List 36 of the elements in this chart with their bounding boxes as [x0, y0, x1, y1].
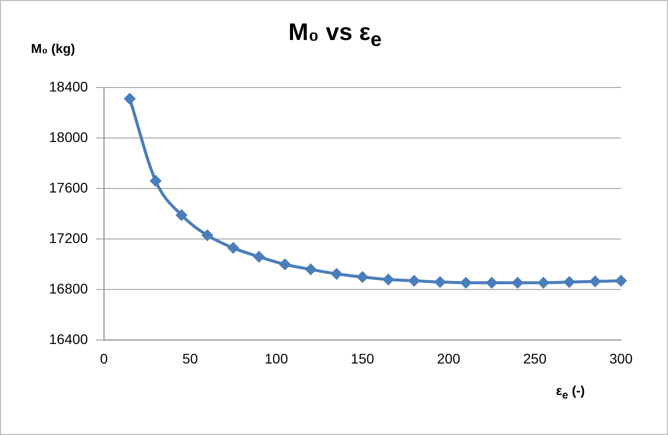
y-tick-label: 17200: [48, 230, 88, 246]
y-tick-label: 16400: [48, 331, 88, 348]
point: [330, 268, 343, 280]
y-axis-title: M₀ (kg): [31, 41, 76, 56]
point: [615, 274, 627, 287]
chart-title: M₀ vs ε$_{e}$: [288, 19, 382, 51]
point: [253, 250, 266, 263]
point: [227, 242, 240, 254]
y-tick-label: 18400: [48, 78, 88, 94]
point: [382, 274, 394, 286]
y-tick-label: 18000: [48, 128, 88, 145]
point: [486, 276, 498, 289]
y-tick-label: 17600: [48, 179, 88, 196]
point: [512, 276, 524, 289]
point: [304, 263, 317, 276]
y-tick-label: 16800: [48, 280, 88, 296]
point: [537, 276, 550, 289]
point: [434, 276, 446, 288]
x-tick-label: 200: [436, 350, 461, 366]
point: [175, 209, 188, 222]
point: [201, 229, 214, 242]
x-tick-label: 50: [182, 350, 198, 366]
x-axis-title: ε$_{e}$ (-): [556, 383, 585, 402]
x-tick-label: 100: [264, 350, 288, 366]
point: [356, 271, 368, 283]
point: [408, 274, 420, 287]
x-tick-label: 150: [350, 350, 374, 366]
point: [460, 276, 472, 289]
x-tick-label: 0: [100, 350, 108, 366]
point: [150, 174, 162, 187]
x-tick-label: 250: [523, 350, 547, 366]
point: [124, 92, 136, 105]
point: [563, 276, 576, 288]
x-tick-label: 300: [609, 350, 633, 366]
point: [589, 275, 602, 288]
point: [278, 258, 291, 270]
